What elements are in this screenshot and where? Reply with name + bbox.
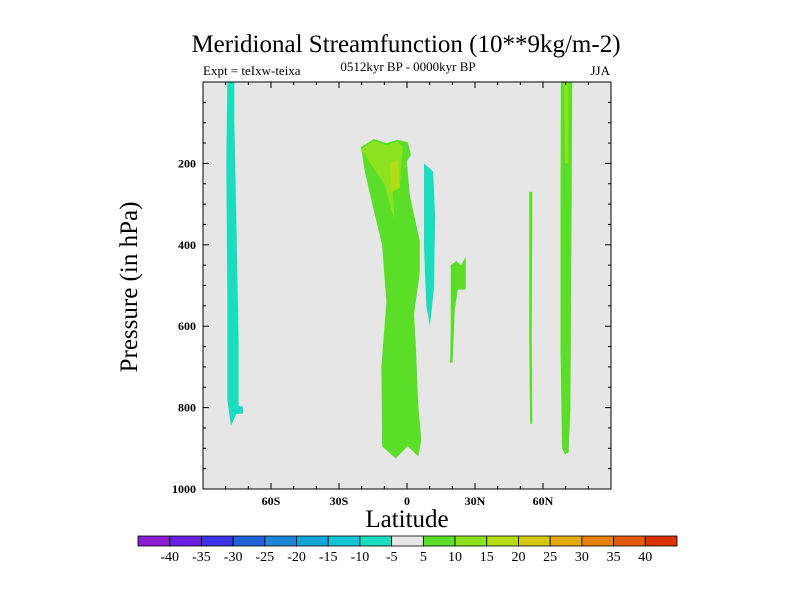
colorbar-level-label: -10 [351, 550, 370, 565]
y-tick-label: 400 [178, 238, 196, 252]
colorbar-level-label: 20 [511, 550, 525, 565]
colorbar-level-label: -40 [160, 550, 179, 565]
colorbar-swatch [391, 535, 424, 547]
colorbar-swatch [232, 535, 266, 547]
colorbar-level-label: 5 [420, 550, 427, 565]
colorbar-level-label: 10 [448, 550, 462, 565]
colorbar-level-label: -30 [224, 550, 243, 565]
y-tick-label: 1000 [172, 482, 196, 496]
colorbar-swatch [454, 535, 488, 547]
y-tick-label: 600 [178, 319, 196, 333]
colorbar-level-label: 40 [638, 550, 652, 565]
colorbar-level-label: -20 [287, 550, 306, 565]
chart-title: Meridional Streamfunction (10**9kg/m-2) [191, 31, 620, 58]
contour-region-6 [529, 191, 533, 424]
x-axis-title: Latitude [365, 506, 448, 533]
contour-regions [226, 82, 573, 459]
x-axis-ticks: 60S 30S 0 30N 60N [225, 82, 589, 508]
colorbar-swatch [613, 535, 646, 547]
contour-region-4 [390, 159, 401, 192]
experiment-label: Expt = teIxw-teixa [203, 63, 301, 78]
colorbar [137, 535, 678, 547]
x-tick-label: 0 [404, 494, 410, 508]
colorbar-level-label: -35 [192, 550, 211, 565]
colorbar-swatch [296, 535, 329, 547]
colorbar-labels: -40 -35 -30 -25 -20 -15 -10 -5 5 10 15 20 25 30 35 40 [160, 550, 652, 565]
colorbar-swatch [644, 535, 678, 547]
colorbar-level-label: 30 [575, 550, 589, 565]
contour-region-8 [564, 82, 569, 164]
colorbar-swatch [169, 535, 202, 547]
colorbar-level-label: 25 [543, 550, 557, 565]
contour-region-3 [361, 141, 403, 221]
colorbar-swatch [518, 535, 551, 547]
colorbar-swatch [549, 535, 583, 547]
contour-region-1 [424, 163, 436, 327]
season-label: JJA [590, 63, 610, 78]
contour-region-2 [361, 139, 422, 459]
x-tick-label: 60N [533, 494, 554, 508]
colorbar-swatch [422, 535, 456, 547]
y-tick-label: 800 [178, 401, 196, 415]
y-axis-ticks: 200 400 600 800 1000 [172, 101, 611, 496]
contour-region-5 [450, 257, 466, 363]
x-tick-label: 30N [465, 494, 486, 508]
colorbar-swatch [201, 535, 234, 547]
colorbar-swatch [581, 535, 614, 547]
x-tick-label: 60S [262, 494, 281, 508]
colorbar-swatch [486, 535, 519, 547]
colorbar-level-label: -15 [319, 550, 338, 565]
contour-region-7 [560, 82, 573, 455]
x-tick-label: 30S [330, 494, 349, 508]
colorbar-swatch [327, 535, 361, 547]
y-tick-label: 200 [178, 156, 196, 170]
colorbar-level-label: -25 [255, 550, 274, 565]
colorbar-swatch [359, 535, 393, 547]
colorbar-level-label: -5 [386, 550, 398, 565]
contour-region-0 [226, 82, 243, 426]
colorbar-swatch [264, 535, 297, 547]
colorbar-level-label: 15 [480, 550, 494, 565]
period-label: 0512kyr BP - 0000kyr BP [340, 59, 475, 74]
y-axis-title: Pressure (in hPa) [116, 202, 143, 373]
colorbar-swatch [137, 535, 171, 547]
colorbar-level-label: 35 [607, 550, 621, 565]
